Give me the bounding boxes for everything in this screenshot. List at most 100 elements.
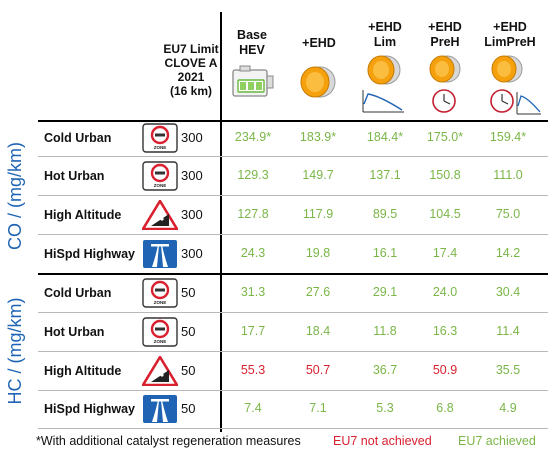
catalyst-heater-limited-icon: [362, 55, 404, 113]
emission-value: 89.5: [372, 206, 398, 221]
legend-achieved: EU7 achieved: [458, 434, 536, 448]
row-separator: [38, 195, 548, 196]
zone-sign-icon: ZONE: [142, 316, 178, 352]
header-divider: [38, 120, 548, 122]
group-label-co: CO / (mg/km): [5, 142, 25, 250]
emission-value: 18.4: [305, 323, 331, 338]
emission-value: 183.9*: [299, 130, 337, 144]
catalyst-heater-icon: [300, 66, 336, 98]
emission-value: 11.8: [373, 323, 397, 338]
steep-hill-sign-icon: [141, 355, 179, 391]
row-separator: [38, 312, 548, 313]
svg-text:ZONE: ZONE: [154, 300, 167, 305]
emission-value: 35.5: [495, 362, 521, 377]
row-label: High Altitude: [44, 363, 122, 378]
emission-value: 27.6: [305, 284, 331, 299]
column-header-base-hev: Base HEV: [226, 28, 278, 58]
emission-value: 14.2: [495, 245, 521, 260]
limit-value: 50: [181, 284, 196, 300]
limit-value: 50: [181, 323, 196, 339]
row-label: HiSpd Highway: [44, 402, 135, 416]
limit-value: 300: [181, 130, 203, 145]
emission-value: 19.8: [305, 245, 331, 260]
emission-value: 11.4: [496, 323, 520, 338]
row-separator: [38, 428, 548, 429]
row-label: Cold Urban: [44, 285, 112, 300]
legend-note: *With additional catalyst regeneration m…: [36, 434, 301, 448]
emission-value: 175.0*: [426, 130, 464, 144]
column-divider: [220, 12, 222, 432]
row-label: Hot Urban: [44, 168, 105, 183]
emission-value: 50.7: [305, 362, 331, 377]
row-separator: [38, 351, 548, 352]
column-header-line: PreH: [430, 35, 460, 49]
column-header-ehd-lim: +EHD Lim: [354, 20, 416, 50]
column-header-ehd: +EHD: [288, 36, 350, 51]
steep-hill-sign-icon: [141, 199, 179, 235]
zone-sign-icon: ZONE: [142, 123, 178, 158]
catalyst-heater-clock-limited-icon: [490, 55, 541, 115]
emission-value: 129.3: [237, 167, 269, 182]
column-header-line: +EHD: [368, 20, 402, 34]
limit-header-line: (16 km): [169, 84, 213, 98]
limit-header-line: CLOVE A: [164, 56, 218, 70]
emission-value: 75.0: [495, 206, 521, 221]
battery-engine-icon: [232, 65, 274, 97]
emission-value: 50.9: [432, 362, 458, 377]
column-header-ehd-limpreh: +EHD LimPreH: [474, 20, 546, 50]
emission-value: 7.1: [309, 401, 327, 415]
row-separator: [38, 234, 548, 235]
column-header-line: Base: [237, 28, 267, 42]
limit-header-line: EU7 Limit: [163, 42, 219, 56]
emission-value: 127.8: [237, 206, 269, 221]
emission-value: 150.8: [429, 167, 461, 182]
emission-value: 117.9: [302, 206, 334, 221]
emission-value: 234.9*: [234, 130, 272, 144]
emission-value: 137.1: [369, 167, 401, 182]
limit-header-line: 2021: [177, 70, 205, 84]
zone-sign-icon: ZONE: [142, 277, 178, 313]
zone-sign-icon: ZONE: [142, 160, 178, 196]
limit-value: 50: [181, 362, 196, 378]
column-header-line: +EHD: [302, 36, 336, 50]
group-divider: [38, 273, 548, 275]
column-header-line: +EHD: [493, 20, 527, 34]
emission-value: 24.0: [432, 284, 458, 299]
emission-value: 17.7: [240, 323, 266, 338]
highway-sign-icon: [142, 394, 178, 429]
row-label: High Altitude: [44, 207, 122, 222]
row-separator: [38, 156, 548, 157]
catalyst-heater-clock-icon: [429, 55, 461, 113]
svg-text:ZONE: ZONE: [154, 339, 167, 344]
emission-value: 30.4: [495, 284, 521, 299]
emission-value: 16.1: [372, 245, 398, 260]
limit-header: EU7 Limit CLOVE A 2021 (16 km): [158, 42, 224, 98]
emission-value: 6.8: [436, 401, 454, 415]
column-header-line: HEV: [239, 43, 265, 57]
limit-value: 300: [181, 206, 203, 222]
emission-value: 31.3: [240, 284, 266, 299]
column-header-line: +EHD: [428, 20, 462, 34]
row-label: HiSpd Highway: [44, 246, 135, 261]
emission-value: 7.4: [244, 401, 262, 415]
limit-value: 300: [181, 245, 203, 261]
emission-value: 104.5: [429, 206, 461, 221]
emission-value: 159.4*: [489, 130, 527, 144]
column-header-line: Lim: [373, 35, 397, 49]
emission-value: 55.3: [240, 362, 266, 377]
legend-not-achieved: EU7 not achieved: [333, 434, 432, 448]
row-label: Cold Urban: [44, 131, 112, 145]
emission-value: 17.4: [432, 245, 458, 260]
limit-value: 300: [181, 167, 203, 183]
emission-value: 111.0: [493, 167, 523, 182]
svg-text:ZONE: ZONE: [154, 183, 167, 188]
svg-text:ZONE: ZONE: [154, 145, 167, 150]
emission-value: 5.3: [376, 401, 394, 415]
emission-value: 149.7: [302, 167, 334, 182]
row-separator: [38, 390, 548, 391]
column-header-ehd-preh: +EHD PreH: [414, 20, 476, 50]
limit-value: 50: [181, 401, 196, 416]
emission-value: 29.1: [372, 284, 398, 299]
emission-value: 184.4*: [366, 130, 404, 144]
emission-value: 36.7: [372, 362, 398, 377]
